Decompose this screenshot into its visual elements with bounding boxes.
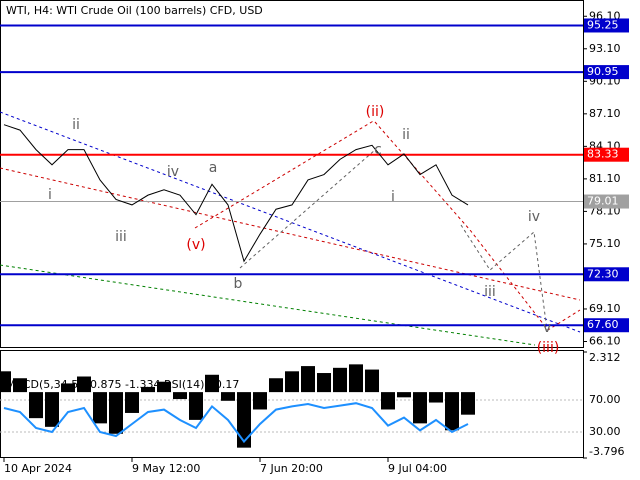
price-line [3,124,469,263]
x-tick-label: 10 Apr 2024 [4,462,72,475]
wave-label: b [234,276,243,292]
level-label: 72.30 [587,267,619,280]
y2-tick-label: 70.00 [589,393,621,406]
level-tag [584,147,629,162]
macd-bar [221,392,235,401]
y-tick-label: -3.796 [589,445,624,458]
macd-bar [93,392,107,424]
level-tag [584,194,629,209]
y-tick-label: 93.10 [589,42,621,55]
rsi-line [3,402,469,444]
macd-bar [317,373,331,393]
macd-bar [365,369,379,393]
y-tick-label: 2.312 [589,351,621,364]
macd-bar [381,392,395,410]
wave-label: a [209,160,218,176]
x-tick-label: 9 May 12:00 [132,462,200,475]
macd-bar [349,364,363,393]
wave-label: iii [484,284,496,300]
macd-bar [141,386,155,393]
y2-tick-label: 30.00 [589,425,621,438]
level-tag [584,318,629,333]
level-label: 95.25 [587,18,619,31]
wave-label: (ii) [366,104,385,120]
macd-bar [269,378,283,393]
wave-label: iv [167,164,179,180]
wave-label: iii [115,229,127,245]
level-tag [584,267,629,282]
macd-bar [173,392,187,400]
macd-bar [77,376,91,393]
indicator-title: MACD(5,34,5) -0.875 -1.334 RSI(14) 50.17 [6,378,239,391]
sub-frame [0,350,584,458]
level-label: 90.95 [587,65,619,78]
macd-bar [13,378,27,393]
wave-label: ii [72,117,80,133]
macd-bar [301,366,315,393]
chart-title: WTI, H4: WTI Crude Oil (100 barrels) CFD… [6,4,263,17]
y-tick-label: 69.10 [589,302,621,315]
y-tick-label: 66.10 [589,334,621,347]
macd-bar [29,392,43,419]
level-label: 83.33 [587,148,619,161]
macd-bar [285,371,299,393]
channel-line [194,119,376,229]
x-tick-label: 7 Jun 20:00 [260,462,323,475]
main-frame [0,0,584,348]
level-tag [584,65,629,80]
wave-label: i [391,189,395,205]
macd-bar [0,371,11,393]
macd-bar [397,392,411,398]
projections [0,111,581,346]
macd-bar [109,392,123,434]
macd-bar [413,392,427,424]
macd-bar [45,392,59,427]
wave-label: i [48,187,52,203]
x-tick-label: 9 Jul 04:00 [388,462,447,475]
wave-label: (iii) [537,340,560,356]
wave-projection [460,224,548,331]
macd-bar [429,392,443,403]
wave-label: iv [528,209,540,225]
level-label: 67.60 [587,318,619,331]
wave-label: (v) [186,237,205,253]
wave-label: v [543,320,551,336]
level-tag [584,18,629,33]
macd-bar [189,392,203,420]
y-tick-label: 75.10 [589,237,621,250]
y-tick-label: 81.10 [589,172,621,185]
macd-bar [461,392,475,415]
macd-bar [237,392,251,448]
macd-bar [157,381,171,393]
level-label: 79.01 [587,195,619,208]
macd-bar [445,392,459,431]
wave-projection [374,121,581,331]
wave-label: ii [402,127,410,143]
y-tick-label: 87.10 [589,107,621,120]
macd-bar [333,367,347,393]
trend-line [0,111,581,333]
macd-bar [61,383,75,393]
macd-bar [253,392,267,410]
macd-bar [125,392,139,413]
macd-bar [205,374,219,393]
trend-line [0,264,536,346]
wave-label: c [374,142,382,158]
